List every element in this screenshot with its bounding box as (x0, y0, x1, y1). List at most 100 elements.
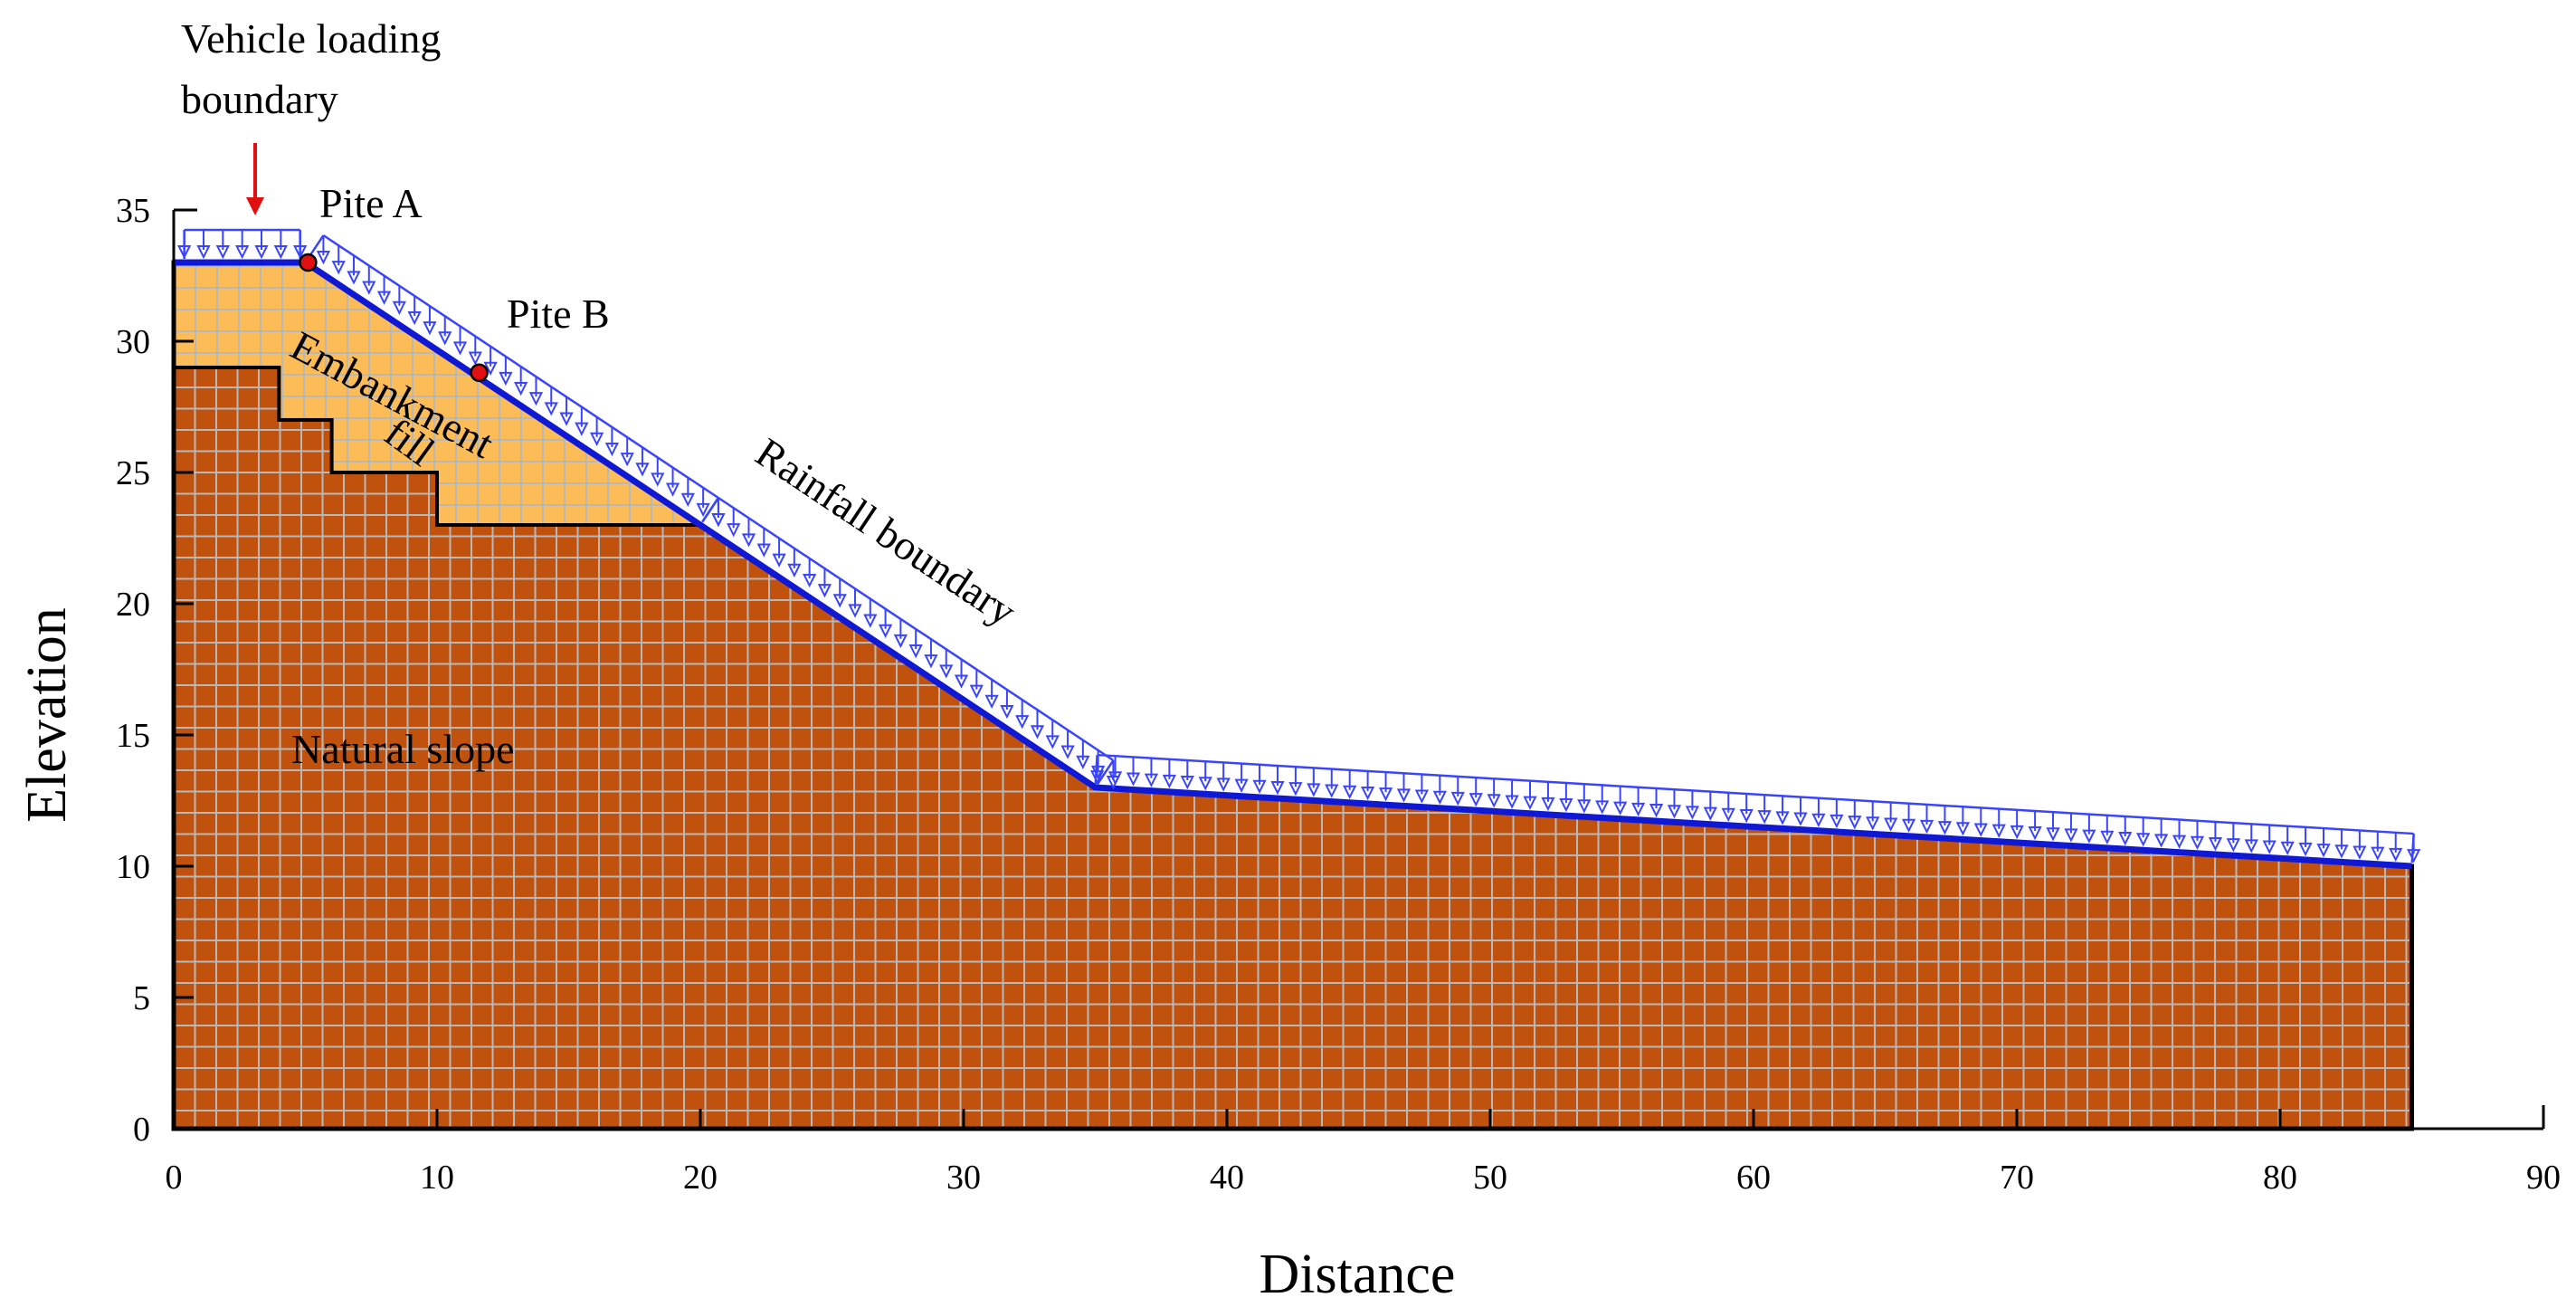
vehicle-arrowhead (254, 245, 269, 260)
embankment-fill-polygon (174, 262, 700, 525)
vehicle-arrowhead (215, 245, 230, 260)
rain-end (701, 497, 719, 523)
rain-arrowhead (1060, 745, 1075, 759)
x-tick-label: 10 (420, 1159, 454, 1197)
monitoring-points (299, 253, 489, 383)
rain-arrowhead (1523, 796, 1537, 810)
rain-arrowhead (772, 553, 786, 568)
rain-arrowhead (1955, 822, 1970, 836)
rain-arrowhead (620, 453, 634, 467)
rain-arrowhead (1288, 782, 1303, 797)
rain-arrowhead (2190, 835, 2205, 850)
rain-arrowhead (924, 654, 938, 669)
rain-arrowhead (1030, 725, 1045, 739)
rain-arrowhead (316, 251, 331, 265)
rain-arrowhead (787, 563, 802, 578)
rainfall-boundary-arrows (306, 234, 2421, 863)
axes: 0 10 20 30 40 50 60 70 80 90 0 5 10 15 20 25 30 35 (116, 192, 2561, 1197)
rain-arrowhead (1811, 813, 1826, 827)
rain-arrowhead (665, 482, 680, 497)
rain-arrowhead (1045, 735, 1060, 749)
rain-arrowhead (817, 584, 832, 598)
rain-arrowhead (528, 392, 544, 406)
rain-arrowhead (1270, 780, 1285, 796)
vehicle-arrowhead (273, 245, 288, 260)
y-tick-label: 35 (116, 192, 150, 230)
rain-arrowhead (514, 382, 528, 396)
y-axis-title: Elevation (16, 607, 78, 823)
monitoring-point-marker (299, 253, 318, 272)
vehicle-arrowhead (293, 245, 308, 260)
rain-arrowhead (1721, 807, 1735, 823)
rain-arrowhead (2371, 846, 2385, 861)
rain-arrowhead (559, 412, 574, 426)
x-axis-title: Distance (1259, 1244, 1456, 1305)
rain-arrowhead (2244, 839, 2258, 854)
rain-arrowhead (1307, 783, 1321, 797)
rain-arrowhead (1901, 818, 1916, 833)
rain-arrowhead (2118, 831, 2133, 846)
rain-arrowhead (1830, 814, 1844, 829)
rain-arrowhead (1414, 789, 1430, 804)
rain-arrowhead (1361, 786, 1375, 801)
rain-arrowhead (1884, 817, 1898, 832)
rain-arrowhead (1848, 816, 1862, 830)
rain-arrowhead (1198, 777, 1212, 791)
rain-arrowhead (2316, 844, 2331, 858)
rain-arrowhead (1991, 824, 2006, 838)
rain-arrowhead (347, 271, 361, 285)
rain-arrowhead (908, 644, 923, 659)
rain-arrowhead (544, 402, 558, 416)
rain-arrowhead (423, 321, 437, 336)
rain-arrowhead (1162, 774, 1176, 789)
x-tick-label: 40 (1210, 1159, 1244, 1197)
rain-arrowhead (1469, 793, 1483, 807)
rain-arrowhead (727, 523, 741, 538)
rain-arrowhead (1649, 804, 1664, 818)
x-tick-label: 60 (1736, 1159, 1771, 1197)
rain-arrowhead (1252, 779, 1267, 795)
pite-a-label: Pite A (319, 180, 423, 226)
rain-arrowhead (483, 361, 498, 376)
rain-arrowhead (2064, 828, 2078, 843)
rain-arrowhead (2028, 826, 2042, 841)
rain-arrowhead (575, 422, 589, 436)
rain-arrowhead (2100, 830, 2115, 845)
y-tick-label: 15 (116, 717, 150, 755)
rain-arrowhead (2262, 840, 2277, 854)
rain-arrowhead (1432, 790, 1447, 805)
rain-arrowhead (1541, 797, 1555, 812)
vehicle-arrowhead (235, 245, 250, 260)
rain-arrowhead (680, 492, 695, 507)
rain-arrowhead (2407, 849, 2421, 863)
rain-arrowhead (2172, 835, 2187, 849)
rain-arrowhead (984, 694, 999, 710)
rain-arrowhead (2298, 842, 2313, 857)
rain-arrowhead (2082, 829, 2096, 844)
y-tick-label: 25 (116, 454, 150, 492)
monitoring-point-marker (470, 363, 489, 383)
rain-arrowhead (1703, 806, 1717, 821)
rain-arrowhead (1685, 806, 1700, 820)
x-tick-label: 90 (2526, 1159, 2561, 1197)
rain-arrowhead (1757, 810, 1772, 825)
rain-arrowhead (1613, 801, 1628, 816)
vehicle-loading-label: Vehicle loading (181, 15, 441, 62)
x-tick-label: 70 (2000, 1159, 2034, 1197)
rain-arrowhead (2280, 841, 2295, 855)
x-tick-label: 80 (2263, 1159, 2297, 1197)
rain-arrowhead (1739, 808, 1754, 824)
natural-slope-polygon (174, 262, 2412, 1129)
rain-arrowhead (1595, 800, 1610, 815)
rain-arrowhead (1144, 773, 1159, 787)
rain-arrowhead (1216, 778, 1231, 792)
rain-end (1096, 759, 1115, 786)
rain-arrowhead (1015, 715, 1030, 730)
rain-arrowhead (407, 310, 422, 326)
rain-arrowhead (438, 331, 452, 346)
rain-arrowhead (499, 371, 513, 386)
rain-arrowhead (604, 442, 620, 457)
rain-arrowhead (376, 291, 392, 305)
rain-arrowhead (939, 664, 954, 679)
rain-arrowhead (954, 674, 969, 689)
